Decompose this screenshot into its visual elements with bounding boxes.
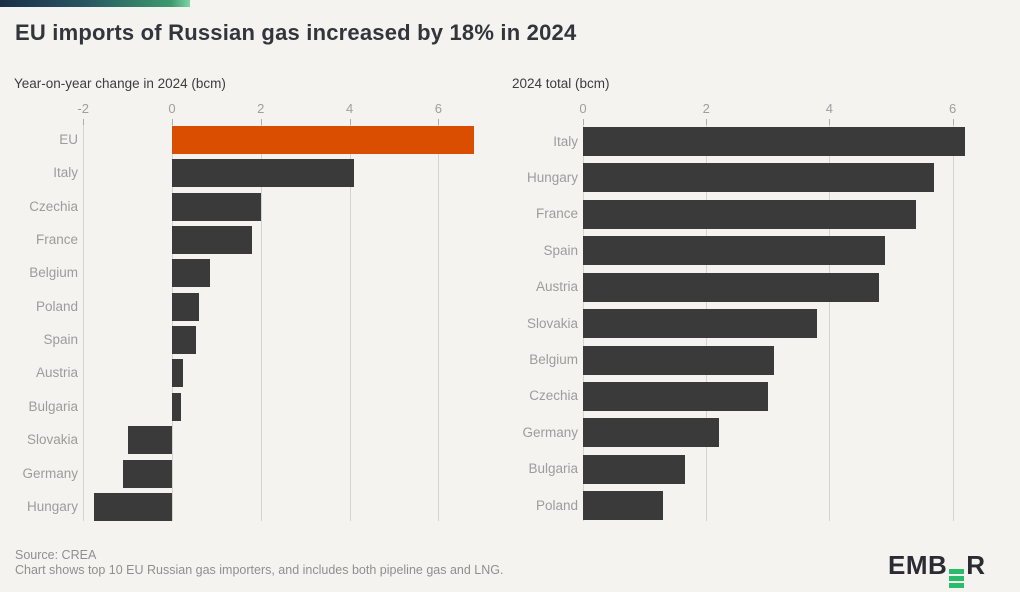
bar [583,454,685,484]
category-label: Hungary [26,498,78,514]
bar [172,159,355,188]
bar [172,326,197,355]
source-note: Source: CREA [15,548,97,562]
category-label: Slovakia [26,432,78,448]
axis-tick [83,119,85,125]
ember-logo-text-suffix: R [966,550,986,580]
gridline [83,119,85,521]
category-label: Spain [43,332,78,348]
axis-tick [260,119,262,125]
bar [172,192,261,221]
axis-tick [952,119,954,125]
axis-tick-label: 4 [345,101,354,116]
category-label: Poland [535,497,578,513]
axis-tick-label: 2 [702,101,710,116]
axis-tick [349,119,351,125]
ember-logo-green-e-icon [949,569,965,589]
page-title: EU imports of Russian gas increased by 1… [15,20,577,45]
category-label: Bulgaria [28,398,78,414]
bar [583,491,664,521]
bar [583,199,916,229]
bar [583,309,818,339]
axis-tick [172,119,173,125]
axis-tick-label: 4 [825,101,833,116]
bar [172,359,184,388]
bar [123,459,172,488]
category-label: Spain [543,242,578,258]
axis-tick [829,119,831,125]
category-label: EU [59,132,78,147]
category-label: Slovakia [526,315,578,331]
bar [94,492,172,521]
category-label: France [35,232,78,248]
bar [583,127,965,156]
category-label: Italy [553,133,578,149]
axis-tick-label: -2 [77,101,89,116]
bar [583,272,879,302]
category-label: Italy [53,165,78,181]
gridline [349,119,351,521]
gridline [172,119,173,521]
gridline [829,119,831,521]
ember-logo: EMB R [888,550,986,589]
bar [172,392,181,421]
category-label: Czechia [529,388,578,404]
bar [172,226,252,255]
ember-logo-text-prefix: EMB [888,550,948,580]
axis-tick-label: 2 [257,101,265,116]
gridline [583,119,584,521]
right-chart-title: 2024 total (bcm) [512,76,610,91]
axis-tick-label: 0 [579,101,587,116]
category-label: Austria [535,279,578,295]
gridline [706,119,708,521]
category-label: France [535,206,578,222]
gridline [438,119,440,521]
bar [583,418,719,448]
category-label: Austria [35,365,78,381]
accent-gradient-bar [0,0,190,7]
category-label: Czechia [29,198,78,214]
axis-tick [706,119,708,125]
axis-tick [438,119,440,125]
footer: Source: CREA Chart shows top 10 EU Russi… [15,548,503,577]
left-chart-title: Year-on-year change in 2024 (bcm) [14,76,226,91]
axis-tick-label: 6 [434,101,442,116]
category-label: Belgium [29,265,78,281]
axis-tick [583,119,584,125]
bar [583,236,885,266]
category-label: Germany [522,424,578,440]
bar [583,345,774,375]
chart-note: Chart shows top 10 EU Russian gas import… [15,562,504,577]
axis-tick-label: 6 [948,101,957,116]
gridline [952,119,954,521]
category-label: Germany [22,465,78,481]
bar [172,292,199,321]
category-label: Bulgaria [528,461,578,477]
category-label: Poland [35,298,78,314]
category-label: Belgium [529,352,578,368]
bar [172,259,210,288]
bar [583,163,935,193]
category-label: Hungary [526,169,578,185]
bar [127,426,172,455]
bar [172,126,474,154]
bar [583,381,768,411]
gridline [260,119,262,521]
axis-tick-label: 0 [168,101,176,116]
